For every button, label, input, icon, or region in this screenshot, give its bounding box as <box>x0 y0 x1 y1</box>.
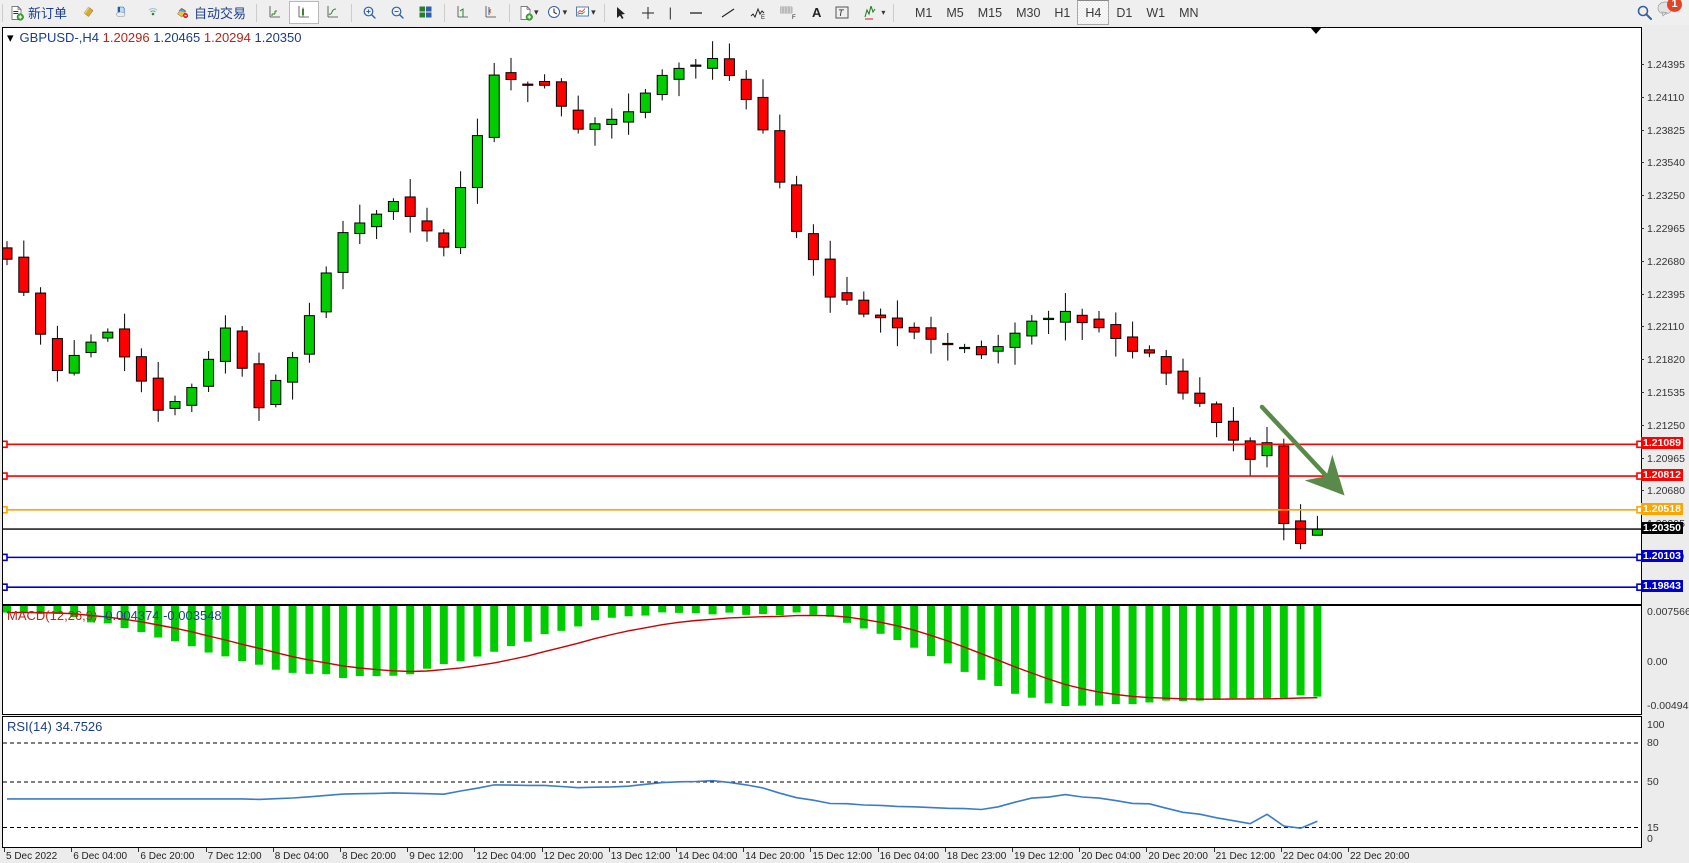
svg-text:T: T <box>838 8 845 18</box>
svg-text:F: F <box>792 15 796 20</box>
svg-text:E: E <box>761 15 765 20</box>
